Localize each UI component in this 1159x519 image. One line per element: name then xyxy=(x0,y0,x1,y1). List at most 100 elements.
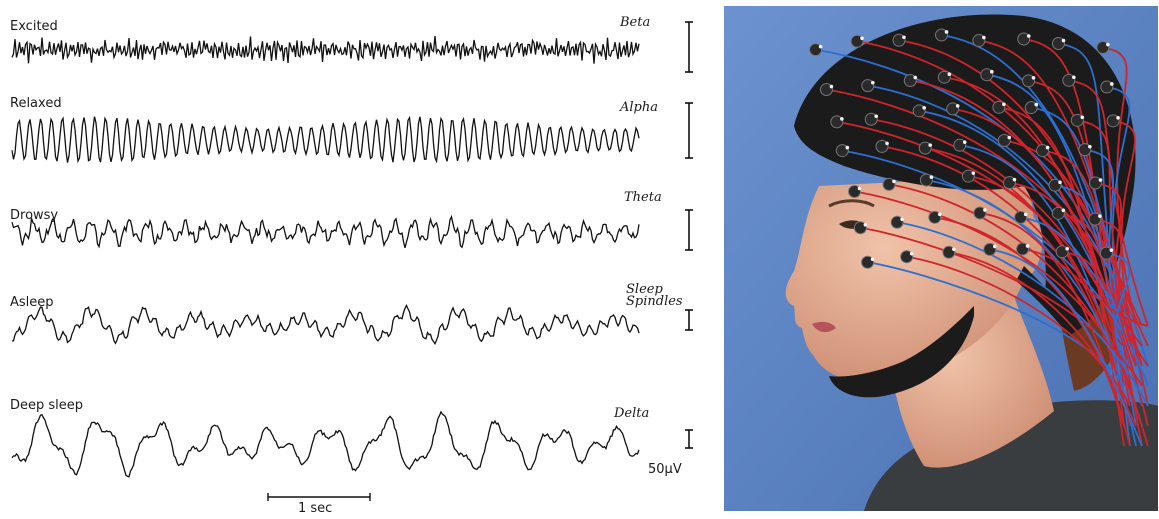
amplitude-scale-label: 50µV xyxy=(648,462,682,477)
electrode xyxy=(1051,206,1065,220)
electrode xyxy=(1016,242,1030,256)
electrode-highlight xyxy=(1109,248,1114,252)
electrode-highlight xyxy=(962,140,967,144)
electrode-highlight xyxy=(1031,76,1036,80)
electrode-wire xyxy=(1031,106,1131,327)
electrode-highlight xyxy=(1098,178,1103,182)
electrode-highlight xyxy=(1061,38,1066,43)
electrode-highlight xyxy=(860,36,864,41)
state-label-excited: Excited xyxy=(10,19,58,34)
electrode-wire xyxy=(979,212,1131,447)
eeg-trace-5 xyxy=(11,410,640,478)
electrode-wire xyxy=(1042,149,1149,347)
time-scale-bar xyxy=(267,493,371,501)
eeg-trace-1 xyxy=(11,36,640,64)
electrode xyxy=(983,242,997,256)
electrode-highlight xyxy=(900,217,904,222)
band-label-delta: Delta xyxy=(614,406,650,421)
electrode xyxy=(1014,210,1028,224)
electrode-highlight xyxy=(944,30,949,34)
electrode-highlight xyxy=(870,257,875,262)
electrode-highlight xyxy=(913,75,918,80)
electrode-highlight xyxy=(1106,42,1110,47)
band-label-sleep-spindles: Sleep Spindles xyxy=(626,282,683,309)
electrode-highlight xyxy=(840,117,844,121)
electrode-highlight xyxy=(1058,180,1062,185)
state-label-drowsy: Drowsy xyxy=(10,208,59,223)
electrode-wire xyxy=(1106,252,1131,367)
electrode-highlight xyxy=(863,222,868,227)
electrode xyxy=(892,33,906,47)
side-strap xyxy=(1016,266,1084,336)
electrode-wire xyxy=(1106,86,1131,347)
electrode xyxy=(1036,144,1050,158)
electrode xyxy=(961,169,975,183)
electrode xyxy=(819,83,833,97)
time-scale-label: 1 sec xyxy=(298,501,333,516)
electrode-highlight xyxy=(1012,177,1017,182)
electrode-highlight xyxy=(993,244,997,249)
eeg-cap-photo xyxy=(724,6,1158,511)
electrode-wire xyxy=(1077,119,1137,347)
electrode-highlight xyxy=(955,104,960,108)
electrode xyxy=(919,173,933,187)
electrode-highlight xyxy=(938,212,942,217)
electrode xyxy=(882,177,896,191)
electrode xyxy=(1017,32,1031,46)
electrode-highlight xyxy=(1061,208,1066,213)
electrode-wire xyxy=(1054,184,1131,347)
electrode xyxy=(912,104,926,118)
electrode xyxy=(953,138,967,152)
electrode xyxy=(946,102,960,116)
eyebrow xyxy=(828,199,875,208)
electrode-wire xyxy=(860,226,1143,387)
state-label-asleep: Asleep xyxy=(10,295,54,310)
electrode-highlight xyxy=(922,106,926,110)
eeg-trace-2 xyxy=(11,115,640,164)
electrode xyxy=(992,100,1006,114)
electrode-highlight xyxy=(1034,102,1039,107)
electrode-highlight xyxy=(885,141,889,146)
electrode-highlight xyxy=(1088,144,1092,149)
electrode xyxy=(903,74,917,88)
electrode xyxy=(1048,178,1062,192)
amplitude-scale-bar-3 xyxy=(685,209,693,251)
electrode-wires xyxy=(815,34,1149,447)
electrode xyxy=(1022,74,1036,88)
electrode xyxy=(980,68,994,82)
electrode-highlight xyxy=(1045,145,1050,150)
electrode-highlight xyxy=(909,251,914,256)
electrode xyxy=(1106,114,1120,128)
electrode xyxy=(1096,41,1110,55)
electrode-highlight xyxy=(1007,135,1012,140)
electrode xyxy=(853,221,867,235)
electrode-highlight xyxy=(1023,212,1028,217)
electrode xyxy=(942,245,956,259)
electrode xyxy=(890,215,904,229)
electrode xyxy=(848,184,862,198)
electrode xyxy=(850,34,864,48)
electrode-wire xyxy=(867,84,1149,367)
electrode-highlight xyxy=(1110,82,1114,86)
electrode-highlight xyxy=(1116,116,1120,120)
electrode-highlight xyxy=(874,114,879,119)
electrode xyxy=(918,141,932,155)
electrode-highlight xyxy=(982,35,986,40)
electrode-wire xyxy=(926,179,1143,427)
eeg-trace-3 xyxy=(11,214,640,249)
electrode-wire xyxy=(1112,119,1143,367)
electrode-highlight xyxy=(1002,102,1006,107)
electrode-highlight xyxy=(1080,115,1085,120)
eeg-traces-plot xyxy=(11,21,693,501)
electrode-wire xyxy=(1022,248,1149,327)
amplitude-scale-bar-5 xyxy=(685,429,693,449)
electrode-wire xyxy=(968,175,1149,447)
electrode-wire xyxy=(989,248,1143,447)
electrode-highlight xyxy=(1098,214,1102,218)
electrode xyxy=(1024,101,1038,115)
electrode-wire xyxy=(1068,79,1149,327)
electrode xyxy=(973,206,987,220)
electrode xyxy=(835,144,849,158)
electrode xyxy=(1070,113,1084,127)
